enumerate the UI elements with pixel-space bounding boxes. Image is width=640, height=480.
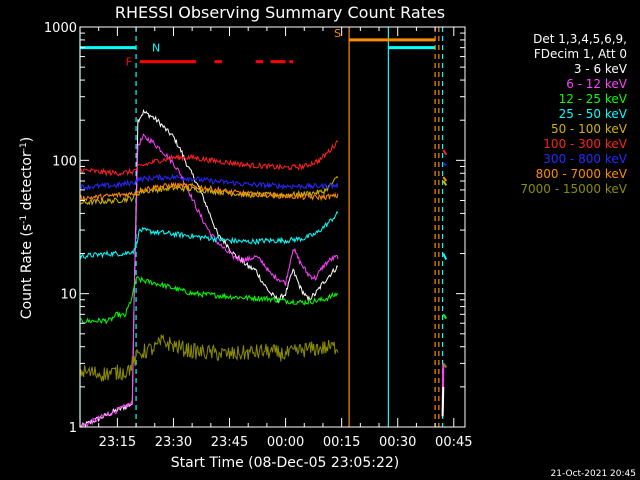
series-line: [79, 276, 339, 325]
y-tick-label: 1: [69, 421, 77, 436]
x-tick-label: 00:45: [435, 435, 472, 450]
flag-label: F: [126, 56, 132, 69]
x-tick-label: 00:30: [379, 435, 416, 450]
series-line: [79, 173, 339, 191]
legend-entry: 25 - 50 keV: [559, 107, 628, 121]
legend-entry: 6 - 12 keV: [566, 77, 628, 91]
legend-entry: 3 - 6 keV: [574, 62, 628, 76]
flag-label: N: [152, 42, 160, 55]
footer-timestamp: 21-Oct-2021 20:45: [551, 469, 636, 479]
legend-entry: 800 - 7000 keV: [536, 167, 628, 181]
legend: Det 1,3,4,5,6,9,FDecim 1, Att 03 - 6 keV…: [520, 32, 627, 196]
flag-bars: N F S: [80, 27, 436, 69]
series-line: [79, 133, 339, 428]
series-line: [79, 181, 339, 202]
series-line: [79, 175, 339, 207]
x-tick-label: 00:00: [267, 435, 304, 450]
legend-header: Det 1,3,4,5,6,9,: [533, 32, 627, 46]
series-line-post-gap: [441, 386, 445, 417]
series-line: [79, 139, 339, 177]
legend-header: FDecim 1, Att 0: [534, 47, 627, 61]
time-boundaries: [79, 27, 444, 427]
series-line: [79, 334, 339, 382]
series-line: [79, 210, 339, 260]
x-tick-label: 23:30: [155, 435, 192, 450]
x-tick-label: 23:15: [99, 435, 136, 450]
y-tick-label: 100: [52, 154, 77, 169]
flag-label: S: [334, 27, 341, 40]
chart-title: RHESSI Observing Summary Count Rates: [115, 3, 445, 22]
axes: 1 10 100 1000 23:15 23:30 23:45 00:00 00:15 00:30…: [44, 21, 473, 450]
series-line-post-gap: [442, 180, 448, 186]
y-axis-label: Count Rate (s-1 detector-1): [19, 137, 35, 319]
x-tick-label: 23:45: [211, 435, 248, 450]
series-line-post-gap: [442, 253, 448, 261]
series-line-post-gap: [442, 149, 448, 156]
legend-entry: 50 - 100 keV: [551, 122, 628, 136]
legend-entry: 300 - 800 keV: [543, 152, 627, 166]
legend-entry: 12 - 25 keV: [559, 92, 628, 106]
series-line-post-gap: [442, 162, 447, 167]
plot-frame: [79, 26, 466, 428]
series-line-post-gap: [442, 313, 448, 320]
y-tick-label: 1000: [44, 21, 77, 36]
y-tick-label: 10: [60, 288, 77, 303]
x-tick-label: 00:15: [323, 435, 360, 450]
series-line-post-gap: [442, 362, 448, 368]
legend-entry: 7000 - 15000 keV: [520, 182, 627, 196]
series-lines: [79, 108, 448, 428]
legend-entry: 100 - 300 keV: [543, 137, 627, 151]
x-axis-label: Start Time (08-Dec-05 23:05:22): [171, 455, 399, 471]
series-line-post-gap: [442, 176, 448, 182]
